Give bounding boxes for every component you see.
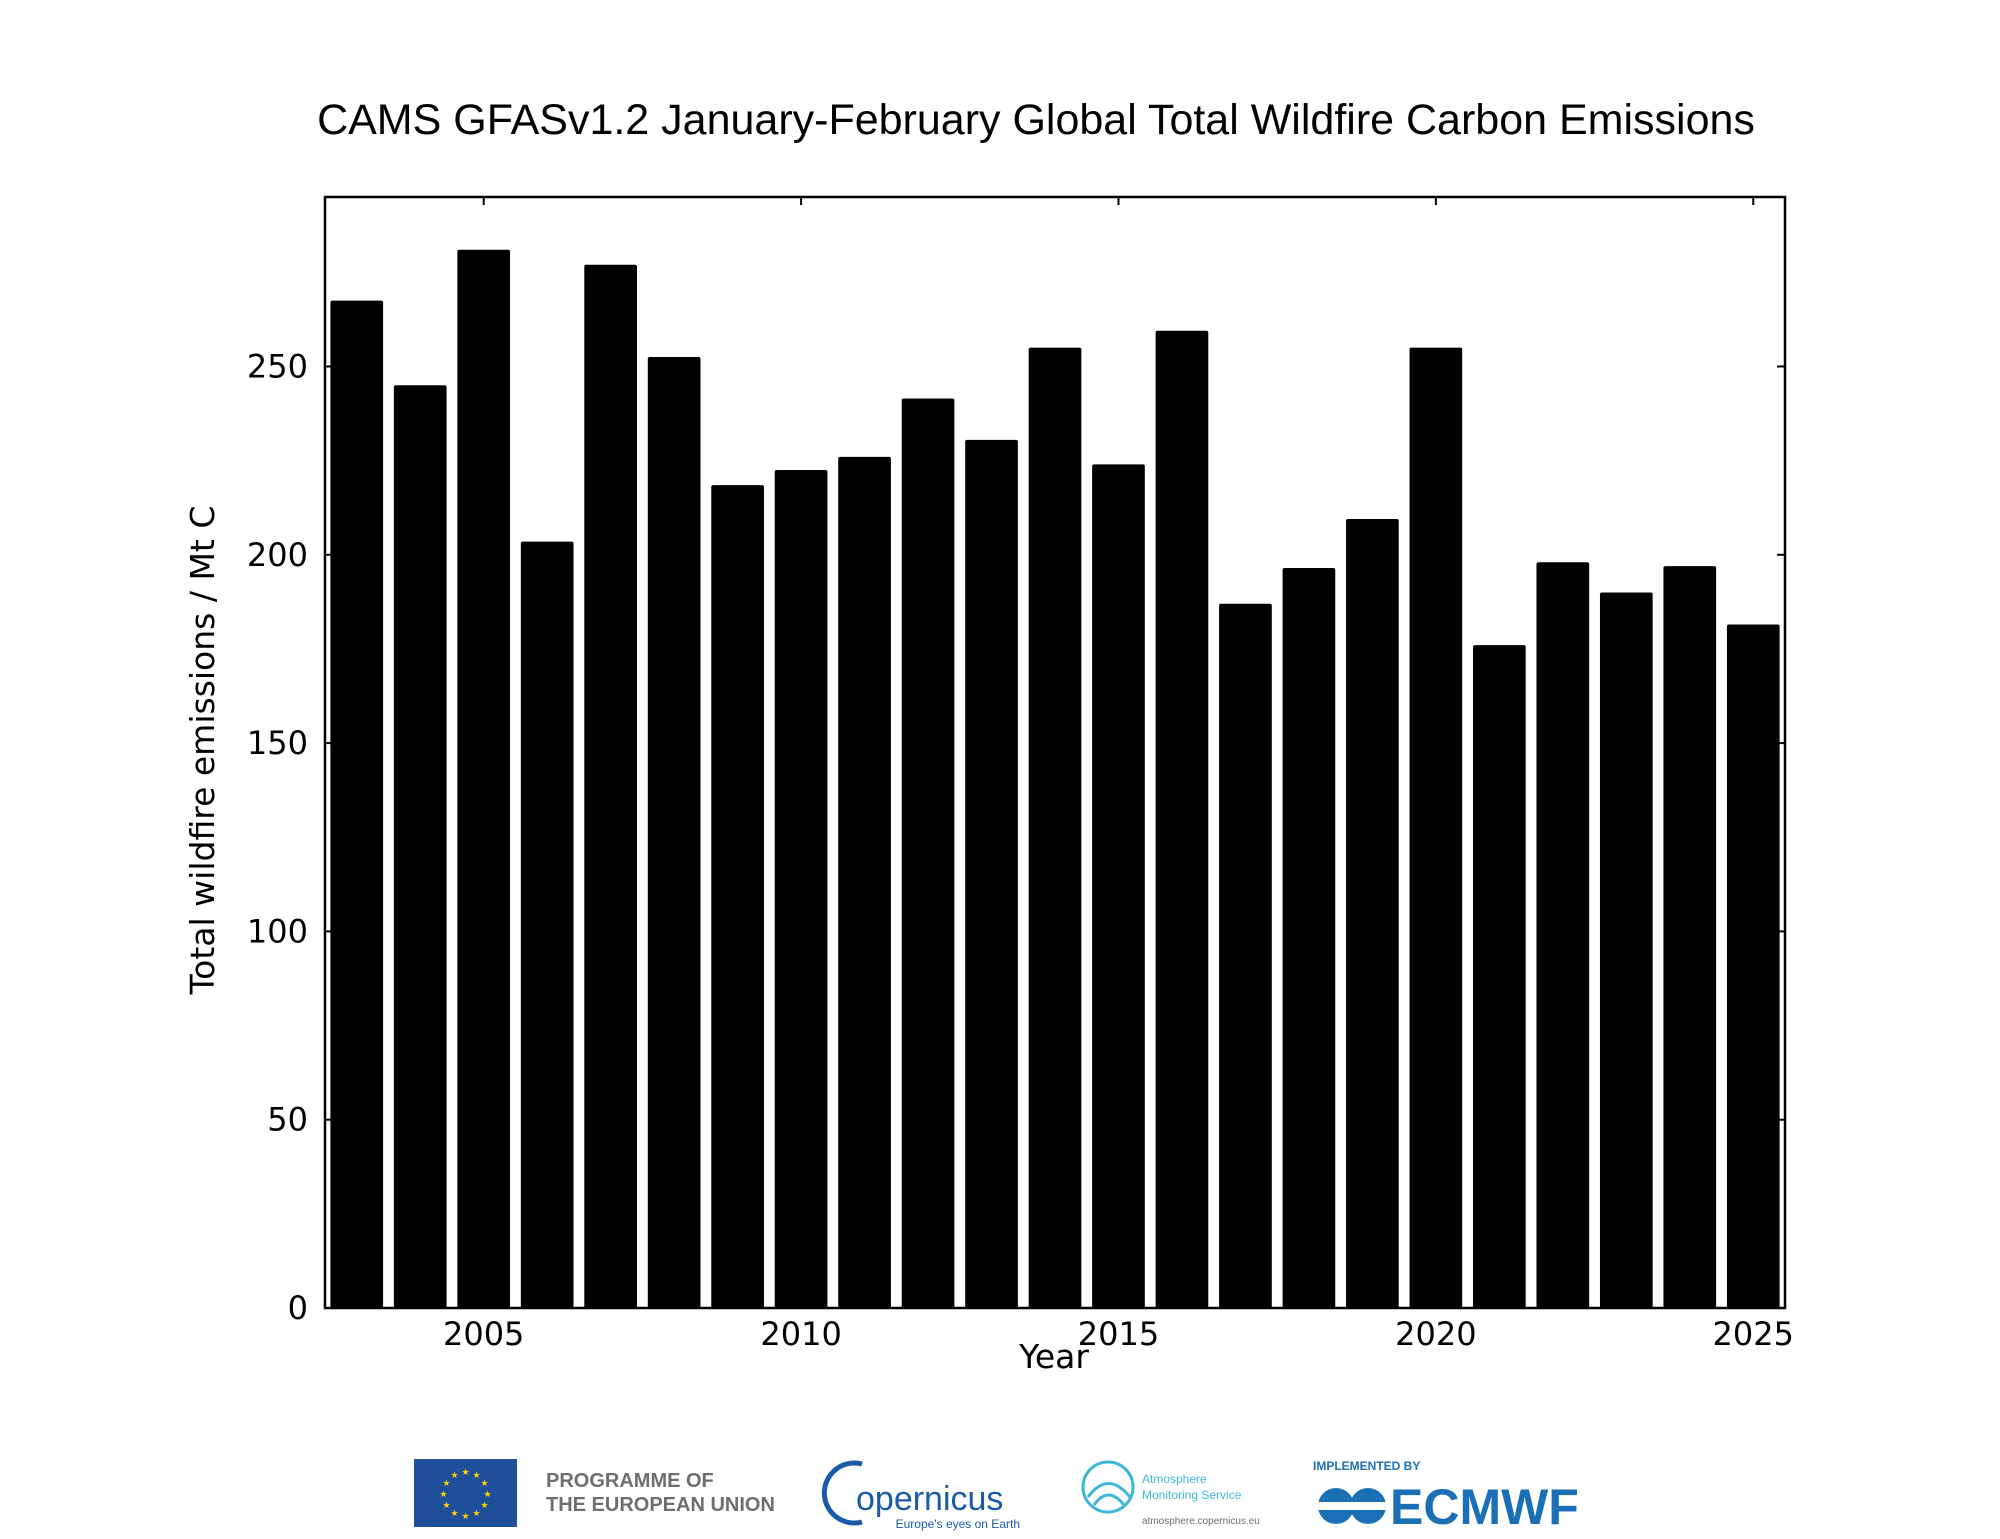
x-tick-label-2005: 2005 <box>443 1315 524 1353</box>
eu-star-icon: ★ <box>442 1501 450 1511</box>
y-tick-label-100: 100 <box>247 912 308 950</box>
y-tick-label-250: 250 <box>247 347 308 385</box>
bar-2004 <box>393 385 447 1308</box>
x-tick-label-2025: 2025 <box>1713 1315 1794 1353</box>
eu-logo: ★ ★★★★★★★★★★★ PROGRAMME OF THE EUROPEAN U… <box>414 1459 775 1527</box>
ecmwf-implemented-by: IMPLEMENTED BY <box>1313 1459 1420 1473</box>
bar-2007 <box>584 264 637 1308</box>
cams-logo: Atmosphere Monitoring Service atmosphere… <box>1081 1460 1260 1527</box>
bar-2009 <box>711 485 764 1308</box>
bar-2008 <box>647 357 701 1308</box>
eu-text-line2: THE EUROPEAN UNION <box>546 1494 775 1516</box>
bar-2010 <box>774 470 828 1308</box>
x-tick-label-2015: 2015 <box>1078 1315 1159 1353</box>
bar-2017 <box>1219 603 1272 1308</box>
eu-star-icon: ★ <box>472 1471 480 1481</box>
y-axis-label: Total wildfire emissions / Mt C <box>183 506 222 996</box>
chart-title: CAMS GFASv1.2 January-February Global To… <box>317 96 1755 144</box>
ticks-group: 2005 2010 2015 2020 2025 0 50 100 150 200 250 <box>247 197 1794 1353</box>
bar-2025 <box>1726 624 1780 1308</box>
copernicus-logo: opernicus Europe's eyes on Earth <box>821 1460 1020 1531</box>
bar-2024 <box>1663 566 1717 1308</box>
y-tick-label-50: 50 <box>267 1101 308 1139</box>
bar-2020 <box>1409 347 1463 1308</box>
bar-2023 <box>1599 592 1653 1308</box>
bar-2022 <box>1536 562 1590 1308</box>
y-tick-label-150: 150 <box>247 724 308 762</box>
ecmwf-logo: IMPLEMENTED BY ECMWF <box>1313 1459 1579 1535</box>
eu-star-icon: ★ <box>461 1512 469 1522</box>
bar-2011 <box>838 456 891 1308</box>
bar-2019 <box>1346 519 1399 1308</box>
plot-frame <box>323 195 1787 1310</box>
bar-2003 <box>330 300 384 1308</box>
bar-2014 <box>1028 347 1082 1308</box>
eu-text-line1: PROGRAMME OF <box>546 1470 714 1492</box>
axes-group <box>323 195 1787 1310</box>
bar-2016 <box>1155 330 1209 1308</box>
copernicus-c-icon <box>821 1460 863 1526</box>
cams-text-line1: Atmosphere <box>1142 1472 1207 1486</box>
x-axis-label: Year <box>1018 1337 1089 1376</box>
eu-star-icon: ★ <box>450 1509 458 1519</box>
eu-star-icon: ★ <box>439 1490 447 1500</box>
eu-star-icon: ★ <box>472 1509 480 1519</box>
eu-star-icon: ★ <box>483 1490 491 1500</box>
bar-2018 <box>1282 567 1336 1308</box>
bar-2013 <box>965 439 1018 1308</box>
y-tick-label-0: 0 <box>288 1289 308 1327</box>
copernicus-tagline: Europe's eyes on Earth <box>896 1517 1020 1531</box>
eu-star-icon: ★ <box>450 1471 458 1481</box>
eu-star-icon: ★ <box>442 1479 450 1489</box>
eu-star-icon: ★ <box>481 1479 489 1489</box>
bar-2006 <box>520 541 574 1308</box>
ecmwf-emblem-icon <box>1318 1488 1386 1524</box>
ecmwf-name: ECMWF <box>1390 1479 1579 1535</box>
x-tick-label-2010: 2010 <box>760 1315 841 1353</box>
bars-group <box>330 249 1780 1309</box>
bar-2012 <box>901 398 955 1308</box>
bar-2015 <box>1092 464 1145 1308</box>
copernicus-name: opernicus <box>856 1480 1003 1518</box>
cams-url: atmosphere.copernicus.eu <box>1142 1516 1260 1527</box>
cams-text-line2: Monitoring Service <box>1142 1488 1242 1502</box>
x-tick-label-2020: 2020 <box>1395 1315 1476 1353</box>
eu-stars: ★ ★★★★★★★★★★★ <box>439 1468 491 1522</box>
eu-flag <box>414 1459 517 1527</box>
bar-2021 <box>1473 645 1526 1308</box>
cams-emblem-icon <box>1081 1460 1135 1514</box>
bar-2005 <box>457 249 511 1309</box>
eu-star-icon: ★ <box>481 1501 489 1511</box>
y-tick-label-200: 200 <box>247 536 308 574</box>
eu-star-icon: ★ <box>461 1468 469 1478</box>
